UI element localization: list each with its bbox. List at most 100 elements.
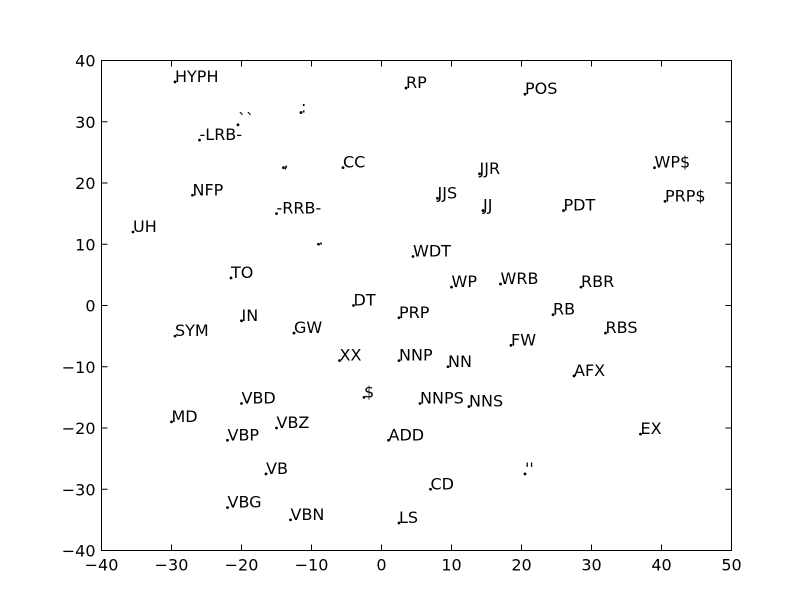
point-label: WDT bbox=[413, 242, 451, 261]
point-label: NNS bbox=[469, 392, 503, 411]
data-point bbox=[572, 374, 576, 378]
point-label: XX bbox=[340, 346, 362, 365]
data-point bbox=[275, 212, 278, 216]
point-label: AFX bbox=[574, 361, 605, 380]
data-point bbox=[240, 402, 243, 405]
y-tick-label: −20 bbox=[62, 419, 96, 438]
point-label: GW bbox=[294, 318, 322, 337]
data-point bbox=[446, 365, 450, 369]
data-point bbox=[191, 193, 194, 197]
data-point bbox=[653, 166, 656, 170]
data-point bbox=[170, 420, 173, 424]
point-label: , bbox=[284, 153, 289, 172]
data-point bbox=[275, 426, 278, 430]
point-label: JJS bbox=[437, 183, 458, 202]
data-point bbox=[173, 334, 177, 338]
point-label: RBR bbox=[581, 272, 614, 291]
point-label: SYM bbox=[175, 321, 209, 340]
data-point bbox=[173, 80, 177, 84]
y-tick-label: −40 bbox=[62, 542, 96, 561]
point-label: : bbox=[301, 98, 306, 117]
point-label: VBD bbox=[242, 389, 276, 408]
x-tick-label: −10 bbox=[295, 556, 329, 575]
x-tick-label: 10 bbox=[441, 556, 461, 575]
y-tick-label: −10 bbox=[62, 358, 96, 377]
x-tick-label: 30 bbox=[581, 556, 601, 575]
data-point bbox=[499, 282, 502, 286]
point-label: DT bbox=[354, 291, 376, 310]
data-point bbox=[436, 196, 439, 200]
x-axis-ticks: −40 −30 −20 −10 0 10 20 30 40 50 bbox=[85, 60, 742, 575]
data-point bbox=[523, 472, 527, 476]
point-label: POS bbox=[525, 79, 557, 98]
point-label: PRP$ bbox=[665, 186, 706, 205]
data-point bbox=[352, 304, 355, 307]
point-label: PDT bbox=[564, 196, 596, 215]
point-label: JJ bbox=[482, 196, 492, 215]
point-label: VBZ bbox=[277, 413, 310, 432]
y-tick-label: 40 bbox=[75, 52, 95, 71]
point-label: IN bbox=[242, 306, 259, 325]
point-label: RB bbox=[553, 300, 575, 319]
point-label: EX bbox=[641, 419, 662, 438]
data-point bbox=[229, 276, 233, 280]
data-point bbox=[397, 521, 401, 525]
data-point bbox=[411, 255, 415, 258]
data-point bbox=[579, 285, 583, 289]
data-point bbox=[282, 166, 285, 170]
x-tick-label: −30 bbox=[155, 556, 189, 575]
point-label: PRP bbox=[399, 303, 430, 322]
point-label: NN bbox=[448, 352, 472, 371]
y-tick-label: 30 bbox=[75, 113, 95, 132]
point-label: '' bbox=[525, 459, 534, 478]
data-point bbox=[562, 209, 565, 212]
data-point bbox=[639, 432, 642, 436]
y-axis-ticks: −40 −30 −20 −10 0 10 20 30 40 bbox=[62, 52, 732, 561]
data-point bbox=[131, 230, 135, 234]
data-point bbox=[264, 472, 268, 476]
x-tick-label: 0 bbox=[376, 556, 386, 575]
point-label: FW bbox=[511, 330, 536, 349]
data-point bbox=[551, 313, 555, 317]
point-label: VBP bbox=[228, 425, 260, 444]
x-tick-label: 40 bbox=[651, 556, 671, 575]
data-point bbox=[481, 209, 485, 212]
data-point bbox=[198, 138, 201, 142]
data-point bbox=[226, 506, 229, 510]
data-point bbox=[523, 92, 527, 96]
y-tick-label: 10 bbox=[75, 235, 95, 254]
point-label: RBS bbox=[606, 318, 638, 337]
data-point bbox=[604, 331, 607, 335]
point-label: CC bbox=[343, 153, 365, 172]
point-label: UH bbox=[133, 217, 157, 236]
data-point bbox=[429, 487, 432, 491]
point-label: VBN bbox=[291, 505, 325, 524]
data-point bbox=[236, 123, 240, 127]
point-label: NNP bbox=[399, 346, 433, 365]
point-label: NFP bbox=[193, 180, 224, 199]
point-label: LS bbox=[399, 508, 418, 527]
data-point bbox=[240, 319, 243, 323]
data-point bbox=[226, 438, 229, 442]
data-point bbox=[478, 172, 481, 176]
point-label: NNPS bbox=[420, 389, 464, 408]
data-point bbox=[450, 285, 453, 289]
data-point bbox=[404, 86, 408, 90]
data-point bbox=[397, 316, 401, 320]
point-label: ADD bbox=[389, 425, 425, 444]
data-point bbox=[509, 343, 513, 347]
point-label: WRB bbox=[501, 269, 539, 288]
point-label: JJR bbox=[479, 159, 501, 178]
point-label: $ bbox=[364, 382, 374, 401]
y-tick-label: 20 bbox=[75, 174, 95, 193]
data-point bbox=[292, 331, 296, 335]
x-tick-label: −40 bbox=[85, 556, 119, 575]
x-tick-label: −20 bbox=[225, 556, 259, 575]
point-label: CD bbox=[431, 474, 455, 493]
points-layer: HYPH RP POS:``-LRB-, CC JJR WP$NFP JJS PRP$JJ PD… bbox=[131, 67, 706, 527]
data-point bbox=[289, 518, 292, 522]
data-point bbox=[387, 438, 390, 442]
y-tick-label: −30 bbox=[62, 480, 96, 499]
data-point bbox=[338, 359, 341, 363]
